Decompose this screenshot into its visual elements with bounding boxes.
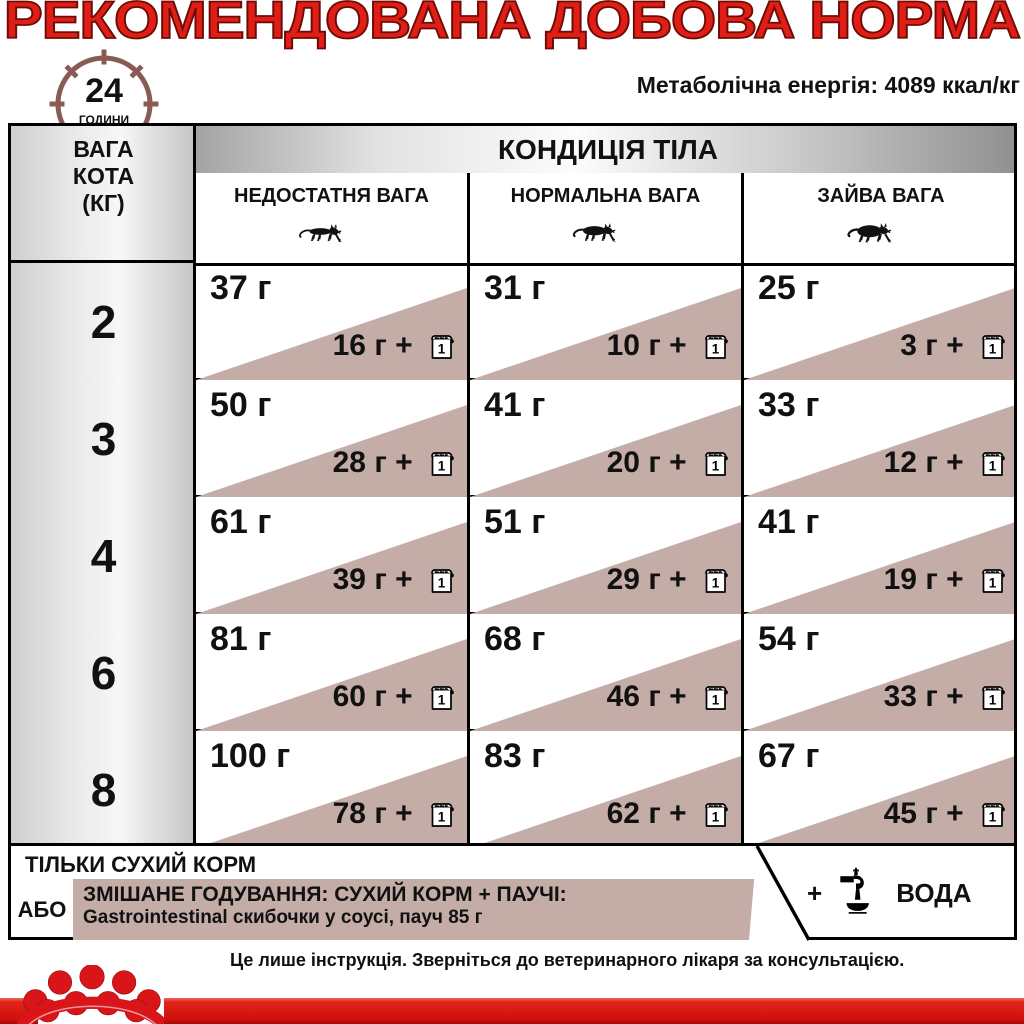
svg-text:24: 24 [85, 72, 123, 110]
